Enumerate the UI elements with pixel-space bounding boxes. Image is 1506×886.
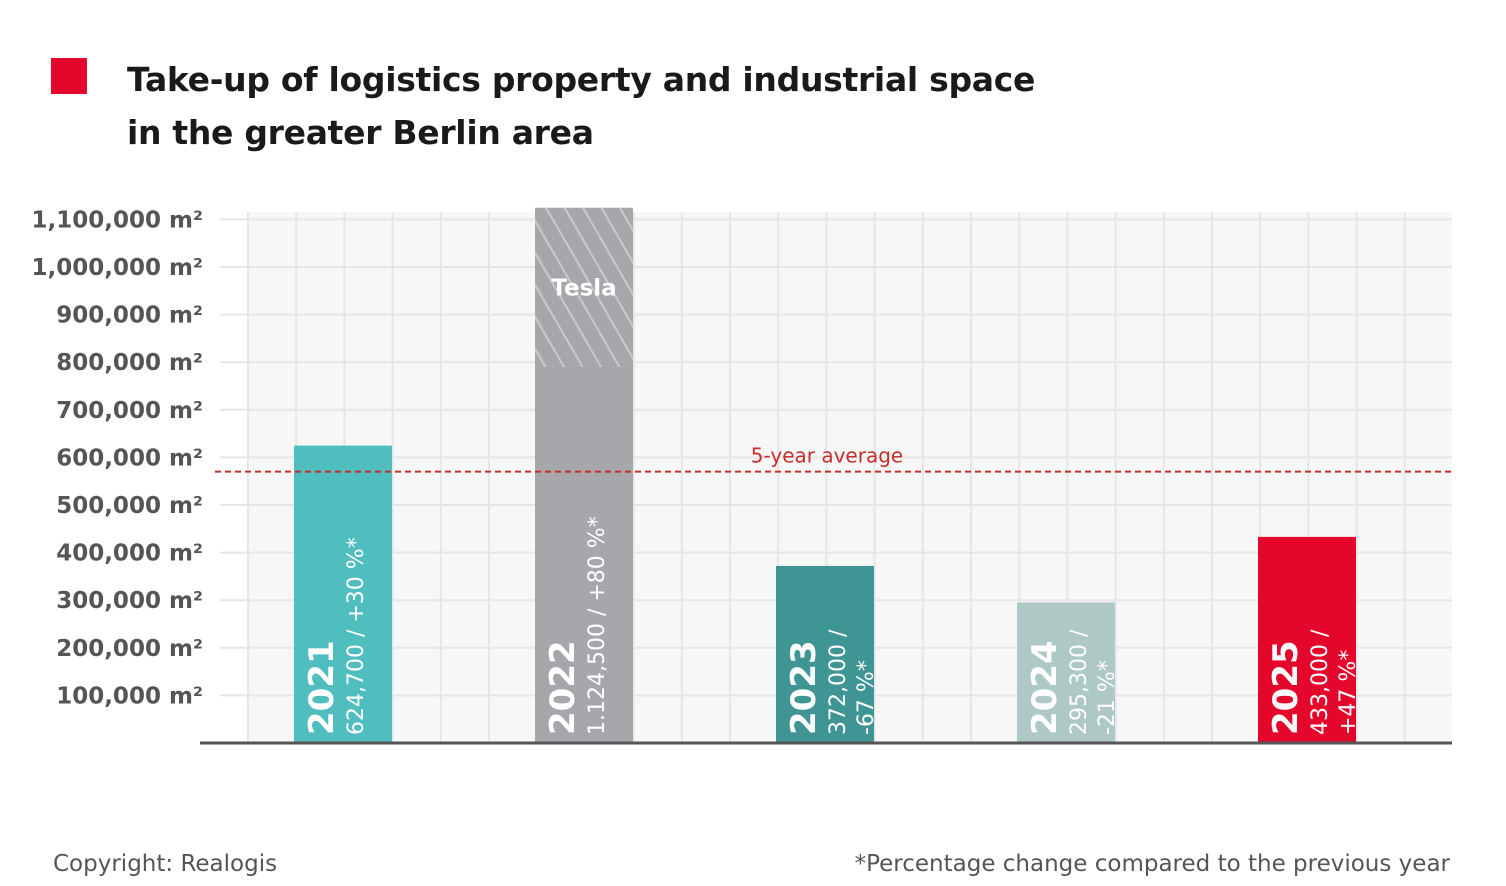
bar-year-label: 2024 <box>1025 640 1065 735</box>
percentage-footnote: *Percentage change compared to the previ… <box>854 851 1450 877</box>
title-marker <box>51 58 87 94</box>
y-tick-label: 300,000 m² <box>56 588 203 614</box>
bar-value-label: +47 %* <box>1336 650 1361 735</box>
y-tick-label: 800,000 m² <box>56 350 203 376</box>
bar-label-group: 2023 372,000 /-67 %* <box>784 629 879 735</box>
bar <box>535 366 633 743</box>
bar-label-group: 2024 295,300 /-21 %* <box>1025 629 1120 735</box>
chart-title: Take-up of logistics property and indust… <box>127 53 1177 159</box>
bar-value-label: 433,000 / <box>1308 629 1333 735</box>
bar-year-label: 2023 <box>784 640 824 735</box>
y-tick-label: 400,000 m² <box>56 541 203 567</box>
bar-label-group: 2021 624,700 / +30 %* <box>302 537 369 735</box>
bar-value-label: -67 %* <box>854 660 879 735</box>
y-tick-label: 900,000 m² <box>56 303 203 329</box>
bar-label-group: 2025 433,000 /+47 %* <box>1266 629 1361 735</box>
bar-year-label: 2022 <box>543 640 583 735</box>
bar-value-label: 372,000 / <box>826 629 851 735</box>
y-tick-label: 600,000 m² <box>56 445 203 471</box>
chart-title-line1: Take-up of logistics property and indust… <box>127 60 1036 99</box>
bar-segment-tesla <box>535 207 633 367</box>
y-tick-label: 200,000 m² <box>56 636 203 662</box>
chart-title-line2: in the greater Berlin area <box>127 113 594 152</box>
average-line-label: 5-year average <box>751 444 903 468</box>
bar-value-label: 295,300 / <box>1067 629 1092 735</box>
bar <box>1017 602 1115 743</box>
segment-label: Tesla <box>551 275 616 301</box>
bar-year-label: 2021 <box>302 640 342 735</box>
y-tick-label: 500,000 m² <box>56 493 203 519</box>
y-tick-label: 100,000 m² <box>56 683 203 709</box>
bar-year-label: 2025 <box>1266 640 1306 735</box>
y-tick-label: 700,000 m² <box>56 398 203 424</box>
bar <box>294 445 392 743</box>
bar <box>776 565 874 743</box>
y-tick-label: 1,000,000 m² <box>31 255 203 281</box>
bar-value-label: -21 %* <box>1095 660 1120 735</box>
copyright-note: Copyright: Realogis <box>53 851 278 877</box>
bar-value-label: 1.124,500 / +80 %* <box>585 516 610 735</box>
bar <box>1258 536 1356 743</box>
bar-value-label: 624,700 / +30 %* <box>344 537 369 735</box>
bar-label-group: 2022 1.124,500 / +80 %* <box>543 516 610 735</box>
y-tick-label: 1,100,000 m² <box>31 207 203 233</box>
